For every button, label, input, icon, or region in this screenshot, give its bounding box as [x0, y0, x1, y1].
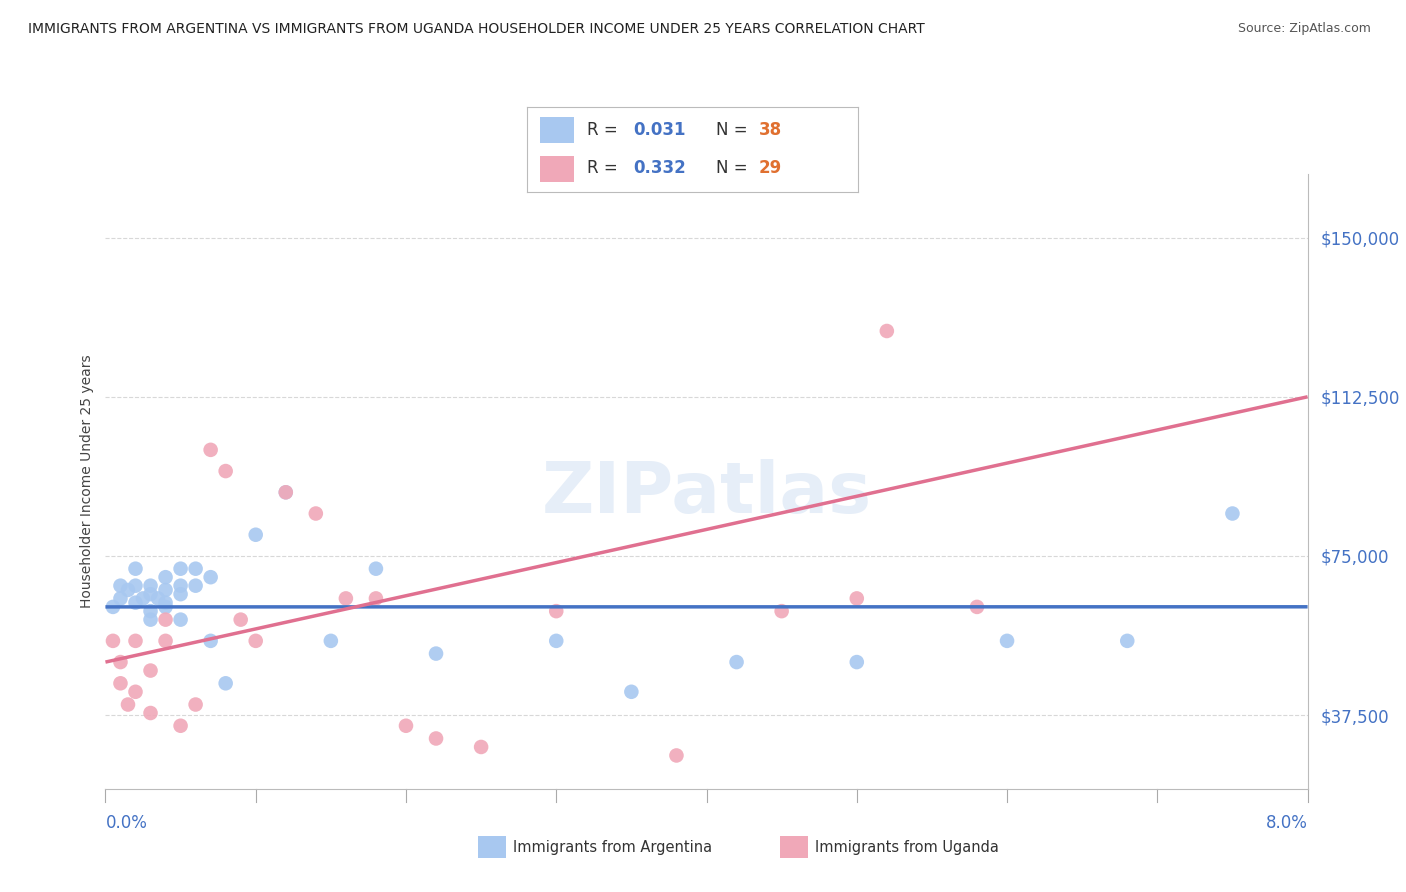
Point	[169, 579, 191, 593]
Text: R =: R =	[586, 159, 623, 177]
Text: 38: 38	[759, 121, 782, 139]
Point	[169, 562, 191, 576]
Point	[845, 591, 868, 606]
Point	[470, 739, 492, 754]
Point	[546, 633, 568, 648]
Point	[770, 604, 793, 618]
Point	[665, 748, 688, 763]
Point	[229, 613, 252, 627]
Point	[132, 591, 155, 606]
Point	[155, 613, 177, 627]
Point	[725, 655, 748, 669]
Point	[200, 442, 222, 457]
Point	[155, 599, 177, 614]
Point	[335, 591, 357, 606]
Point	[305, 507, 328, 521]
Point	[124, 633, 146, 648]
Point	[214, 464, 236, 478]
Point	[845, 655, 868, 669]
Point	[124, 596, 146, 610]
Text: 29: 29	[759, 159, 782, 177]
Point	[425, 647, 447, 661]
Text: Source: ZipAtlas.com: Source: ZipAtlas.com	[1237, 22, 1371, 36]
Point	[245, 633, 267, 648]
Point	[146, 591, 169, 606]
Y-axis label: Householder Income Under 25 years: Householder Income Under 25 years	[80, 355, 94, 608]
Point	[101, 599, 124, 614]
Point	[169, 719, 191, 733]
Point	[184, 579, 207, 593]
Point	[364, 591, 387, 606]
Point	[184, 698, 207, 712]
Point	[1116, 633, 1139, 648]
Text: 0.031: 0.031	[633, 121, 686, 139]
Point	[139, 587, 162, 601]
Point	[364, 562, 387, 576]
Point	[124, 562, 146, 576]
Text: R =: R =	[586, 121, 623, 139]
Point	[101, 633, 124, 648]
Point	[620, 685, 643, 699]
Point	[425, 731, 447, 746]
Point	[155, 582, 177, 597]
Point	[995, 633, 1018, 648]
Point	[274, 485, 297, 500]
Point	[155, 570, 177, 584]
FancyBboxPatch shape	[540, 156, 574, 182]
Point	[319, 633, 342, 648]
Point	[546, 604, 568, 618]
Point	[124, 685, 146, 699]
Point	[139, 604, 162, 618]
Point	[1222, 507, 1244, 521]
FancyBboxPatch shape	[540, 117, 574, 143]
Text: ZIPatlas: ZIPatlas	[541, 459, 872, 528]
Text: N =: N =	[716, 159, 752, 177]
Point	[139, 664, 162, 678]
Point	[169, 613, 191, 627]
Point	[139, 579, 162, 593]
Point	[245, 527, 267, 541]
Point	[155, 596, 177, 610]
Point	[169, 587, 191, 601]
Text: Immigrants from Uganda: Immigrants from Uganda	[815, 840, 1000, 855]
Point	[139, 706, 162, 720]
Point	[274, 485, 297, 500]
Text: 8.0%: 8.0%	[1265, 814, 1308, 831]
Point	[214, 676, 236, 690]
Point	[117, 582, 139, 597]
Text: IMMIGRANTS FROM ARGENTINA VS IMMIGRANTS FROM UGANDA HOUSEHOLDER INCOME UNDER 25 : IMMIGRANTS FROM ARGENTINA VS IMMIGRANTS …	[28, 22, 925, 37]
Text: Immigrants from Argentina: Immigrants from Argentina	[513, 840, 713, 855]
Point	[184, 562, 207, 576]
Text: 0.332: 0.332	[633, 159, 686, 177]
Point	[110, 655, 132, 669]
Point	[876, 324, 898, 338]
Point	[124, 579, 146, 593]
Point	[200, 633, 222, 648]
Point	[200, 570, 222, 584]
Point	[110, 579, 132, 593]
Text: N =: N =	[716, 121, 752, 139]
Point	[117, 698, 139, 712]
Point	[155, 633, 177, 648]
Point	[139, 613, 162, 627]
Point	[110, 676, 132, 690]
Text: 0.0%: 0.0%	[105, 814, 148, 831]
Point	[110, 591, 132, 606]
Point	[966, 599, 988, 614]
Point	[395, 719, 418, 733]
